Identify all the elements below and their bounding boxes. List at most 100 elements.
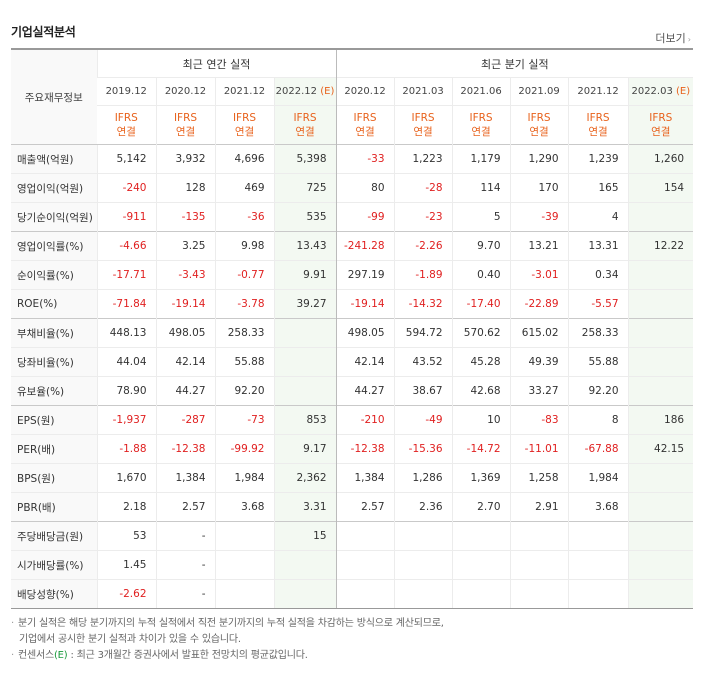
ifrs-cell: IFRS 연결	[335, 105, 395, 145]
value-cell	[627, 318, 694, 348]
period-header: 2019.12	[97, 77, 156, 106]
value-cell	[335, 579, 395, 609]
period-label: 2020.12	[344, 86, 386, 97]
period-label: 2021.09	[518, 86, 560, 97]
value-cell: 78.90	[96, 376, 156, 406]
ifrs-label: IFRS	[293, 112, 317, 124]
value-cell	[627, 579, 694, 609]
value-cell: 1,670	[96, 463, 156, 493]
value-cell: -	[155, 579, 215, 609]
value-cell: 535	[273, 202, 337, 232]
footnote-1: · 분기 실적은 해당 분기까지의 누적 실적에서 직전 분기까지의 누적 실적을…	[11, 616, 444, 632]
annual-group-header: 최근 연간 실적	[96, 48, 337, 78]
value-cell: 43.52	[393, 347, 453, 377]
value-cell: 2.91	[509, 492, 569, 522]
value-cell: 13.43	[273, 231, 337, 261]
row-label: 당기순이익(억원)	[11, 202, 97, 232]
row-label: EPS(원)	[11, 405, 97, 435]
value-cell: 3,932	[155, 144, 215, 174]
table-row: 주당배당금(원) 53- 15	[11, 521, 694, 551]
table-row: 시가배당률(%) 1.45-	[11, 550, 694, 580]
row-label: BPS(원)	[11, 463, 97, 493]
ifrs-cell: IFRS 연결	[627, 105, 694, 145]
value-cell: 13.31	[567, 231, 629, 261]
value-cell: 49.39	[509, 347, 569, 377]
consolidated-label: 연결	[471, 126, 491, 138]
value-cell: 170	[509, 173, 569, 203]
value-cell	[451, 579, 511, 609]
value-cell: 1,179	[451, 144, 511, 174]
value-cell: 297.19	[335, 260, 395, 290]
period-label: 2021.03	[402, 86, 444, 97]
value-cell: 42.14	[155, 347, 215, 377]
value-cell: -22.89	[509, 289, 569, 319]
value-cell	[567, 579, 629, 609]
value-cell: -99	[335, 202, 395, 232]
row-label: 영업이익률(%)	[11, 231, 97, 261]
value-cell: 186	[627, 405, 694, 435]
period-header: 2020.12	[335, 77, 395, 106]
value-cell: 853	[273, 405, 337, 435]
table-row: 당기순이익(억원) -911 -135 -36 535 -99 -23 5 -39 4	[11, 202, 694, 232]
value-cell: 4,696	[214, 144, 274, 174]
value-cell: -36	[214, 202, 274, 232]
ifrs-cell: IFRS 연결	[155, 105, 215, 145]
value-cell: -287	[155, 405, 215, 435]
value-cell: 498.05	[155, 318, 215, 348]
more-link[interactable]: 더보기 ›	[655, 30, 691, 46]
value-cell	[567, 521, 629, 551]
value-cell: 2.18	[96, 492, 156, 522]
row-header-label: 주요재무정보	[11, 48, 97, 145]
value-cell	[214, 521, 274, 551]
footnote-1-text: 분기 실적은 해당 분기까지의 누적 실적에서 직전 분기까지의 누적 실적을 …	[17, 618, 444, 629]
value-cell: 1,984	[214, 463, 274, 493]
ifrs-cell: IFRS 연결	[509, 105, 569, 145]
table-row: 유보율(%) 78.90 44.27 92.20 44.27 38.67 42.68 33.2…	[11, 376, 694, 406]
footnote-2-prefix: 컨센서스	[17, 650, 54, 661]
ifrs-cell: IFRS 연결	[393, 105, 453, 145]
value-cell: 469	[214, 173, 274, 203]
table-row: 매출액(억원) 5,142 3,932 4,696 5,398 -33 1,223 1,179…	[11, 144, 694, 174]
value-cell	[509, 579, 569, 609]
footnote-2-text: : 최근 3개월간 증권사에서 발표한 전망치의 평균값입니다.	[67, 650, 308, 661]
value-cell: 1,384	[155, 463, 215, 493]
value-cell: -2.62	[96, 579, 156, 609]
value-cell: 1,369	[451, 463, 511, 493]
value-cell: 615.02	[509, 318, 569, 348]
value-cell: 44.27	[155, 376, 215, 406]
value-cell: 1.45	[96, 550, 156, 580]
row-label: 유보율(%)	[11, 376, 97, 406]
row-label: ROE(%)	[11, 289, 97, 319]
value-cell: -210	[335, 405, 395, 435]
value-cell: 39.27	[273, 289, 337, 319]
value-cell: 2,362	[273, 463, 337, 493]
value-cell: 725	[273, 173, 337, 203]
table-row: 영업이익률(%) -4.66 3.25 9.98 13.43 -241.28 -2.26 9.…	[11, 231, 694, 261]
value-cell: 92.20	[214, 376, 274, 406]
value-cell: 3.25	[155, 231, 215, 261]
value-cell: -23	[393, 202, 453, 232]
value-cell: -4.66	[96, 231, 156, 261]
value-cell: -73	[214, 405, 274, 435]
bullet-icon: ·	[11, 650, 14, 661]
value-cell: -19.14	[155, 289, 215, 319]
consensus-mark: (E)	[53, 650, 68, 661]
estimate-mark: (E)	[320, 86, 335, 97]
value-cell: -19.14	[335, 289, 395, 319]
value-cell: 33.27	[509, 376, 569, 406]
table-row: 부채비율(%) 448.13 498.05 258.33 498.05 594.72 570…	[11, 318, 694, 348]
value-cell	[627, 260, 694, 290]
footnote-2: · 컨센서스(E) : 최근 3개월간 증권사에서 발표한 전망치의 평균값입니다…	[11, 648, 444, 664]
value-cell: -12.38	[335, 434, 395, 464]
value-cell: 258.33	[214, 318, 274, 348]
more-label[interactable]: 더보기	[655, 32, 686, 45]
value-cell: 44.27	[335, 376, 395, 406]
period-header: 2022.12 (E)	[273, 77, 337, 106]
period-label: 2021.06	[460, 86, 502, 97]
consolidated-label: 연결	[295, 126, 315, 138]
financial-summary-table: 주요재무정보 최근 연간 실적 최근 분기 실적 2019.12 2020.12 2…	[11, 48, 694, 609]
row-label: 시가배당률(%)	[11, 550, 97, 580]
value-cell	[214, 579, 274, 609]
value-cell	[509, 521, 569, 551]
value-cell: 45.28	[451, 347, 511, 377]
